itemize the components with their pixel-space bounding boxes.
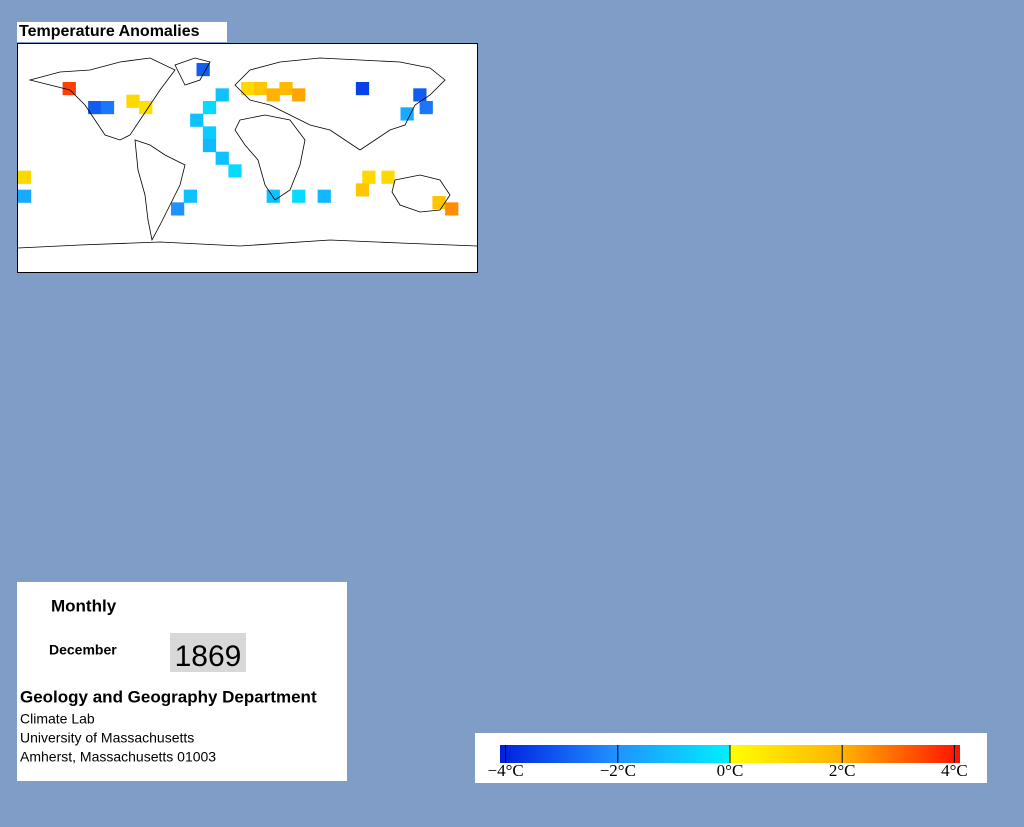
info-line: Amherst, Massachusetts 01003 (20, 749, 216, 765)
anomaly-cell (400, 107, 414, 121)
colorbar-tick-label: 4°C (941, 761, 968, 780)
anomaly-cell (253, 82, 268, 96)
anomaly-cell (266, 189, 280, 203)
info-line: University of Massachusetts (20, 730, 194, 746)
anomaly-cell (292, 88, 306, 102)
anomaly-cell (215, 151, 229, 165)
info-panel (17, 582, 347, 781)
anomaly-cell (355, 183, 370, 197)
info-line: Climate Lab (20, 711, 95, 727)
anomaly-cell (432, 196, 446, 210)
colorbar-ticks: −4°C −2°C 0°C 2°C 4°C (487, 745, 968, 780)
anomaly-cell (18, 170, 32, 184)
anomaly-cell (241, 82, 255, 96)
anomaly-cell (18, 189, 32, 203)
anomaly-cell (171, 202, 185, 216)
year: 1869 (175, 640, 242, 673)
colorbar-tick-label: 2°C (829, 761, 856, 780)
anomaly-cell (62, 82, 76, 96)
anomaly-cell (413, 88, 427, 102)
anomaly-cell (279, 82, 293, 96)
department: Geology and Geography Department (20, 687, 317, 706)
anomaly-cell (381, 170, 395, 184)
anomaly-cell (419, 101, 433, 115)
anomaly-cell (100, 101, 115, 115)
coastlines (18, 57, 477, 249)
anomaly-cell (317, 189, 331, 203)
period: Monthly (51, 596, 117, 615)
colorbar-tick-label: −2°C (600, 761, 636, 780)
anomaly-cell (126, 94, 140, 108)
anomaly-cell (445, 202, 459, 216)
anomaly-grid (18, 63, 459, 216)
colorbar-tick-label: −4°C (487, 761, 523, 780)
map-title: Temperature Anomalies (19, 23, 200, 40)
anomaly-cell (196, 63, 210, 77)
colorbar-tick-label: 0°C (717, 761, 744, 780)
anomaly-cell (183, 189, 197, 203)
anomaly-cell (202, 101, 217, 115)
anomaly-cell (266, 88, 280, 102)
anomaly-cell (362, 170, 376, 184)
month: December (49, 642, 117, 658)
anomaly-cell (355, 82, 370, 96)
map-frame (17, 43, 478, 273)
anomaly-cell (190, 113, 204, 127)
anomaly-cell (215, 88, 229, 102)
anomaly-cell (202, 139, 217, 153)
title-bg (17, 22, 227, 42)
year-box (170, 633, 246, 672)
anomaly-cell (139, 101, 153, 115)
anomaly-cell (292, 189, 306, 203)
anomaly-cell (202, 126, 217, 140)
anomaly-cell (228, 164, 242, 178)
anomaly-cell (88, 101, 102, 115)
